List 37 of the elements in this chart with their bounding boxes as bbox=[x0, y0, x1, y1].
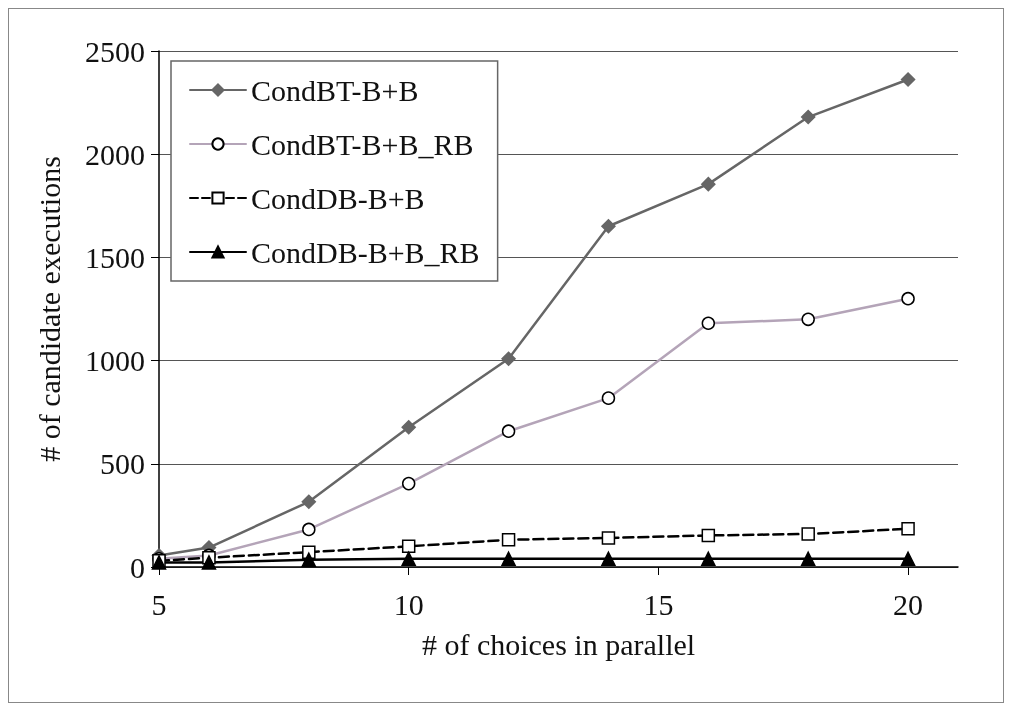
y-tick-label: 0 bbox=[130, 550, 145, 584]
legend-label: CondBT-B+B bbox=[251, 73, 419, 107]
point bbox=[401, 420, 416, 435]
point bbox=[301, 494, 317, 510]
y-tick-label: 2500 bbox=[85, 34, 145, 68]
point bbox=[800, 551, 816, 566]
y-axis-title: # of candidate executions bbox=[32, 156, 66, 462]
y-tick-label: 1000 bbox=[85, 344, 145, 378]
point bbox=[601, 218, 616, 234]
point bbox=[601, 551, 616, 566]
y-tick-label: 2000 bbox=[85, 137, 145, 171]
point bbox=[701, 551, 716, 566]
point bbox=[601, 531, 616, 545]
x-tick-label: 10 bbox=[393, 587, 424, 621]
point bbox=[401, 539, 416, 554]
legend-label: CondDB-B+B bbox=[251, 181, 425, 215]
point bbox=[501, 533, 516, 547]
point bbox=[800, 109, 816, 125]
point bbox=[201, 555, 217, 570]
legend-label: CondBT-B+B_RB bbox=[251, 127, 474, 161]
point bbox=[801, 527, 815, 541]
point bbox=[501, 351, 516, 366]
point bbox=[501, 551, 516, 566]
x-tick-label: 20 bbox=[893, 587, 924, 621]
y-tick-label: 1500 bbox=[85, 240, 145, 274]
point bbox=[301, 552, 317, 568]
point bbox=[701, 176, 716, 192]
point bbox=[900, 72, 916, 87]
x-tick-label: 15 bbox=[643, 587, 674, 621]
point bbox=[701, 528, 716, 543]
x-tick-label: 5 bbox=[151, 587, 167, 621]
legend-label: CondDB-B+B_RB bbox=[251, 235, 480, 269]
x-axis-title: # of choices in parallel bbox=[421, 627, 696, 661]
point bbox=[900, 551, 916, 566]
y-tick-label: 500 bbox=[100, 447, 145, 481]
point bbox=[901, 522, 915, 536]
point bbox=[401, 551, 416, 566]
